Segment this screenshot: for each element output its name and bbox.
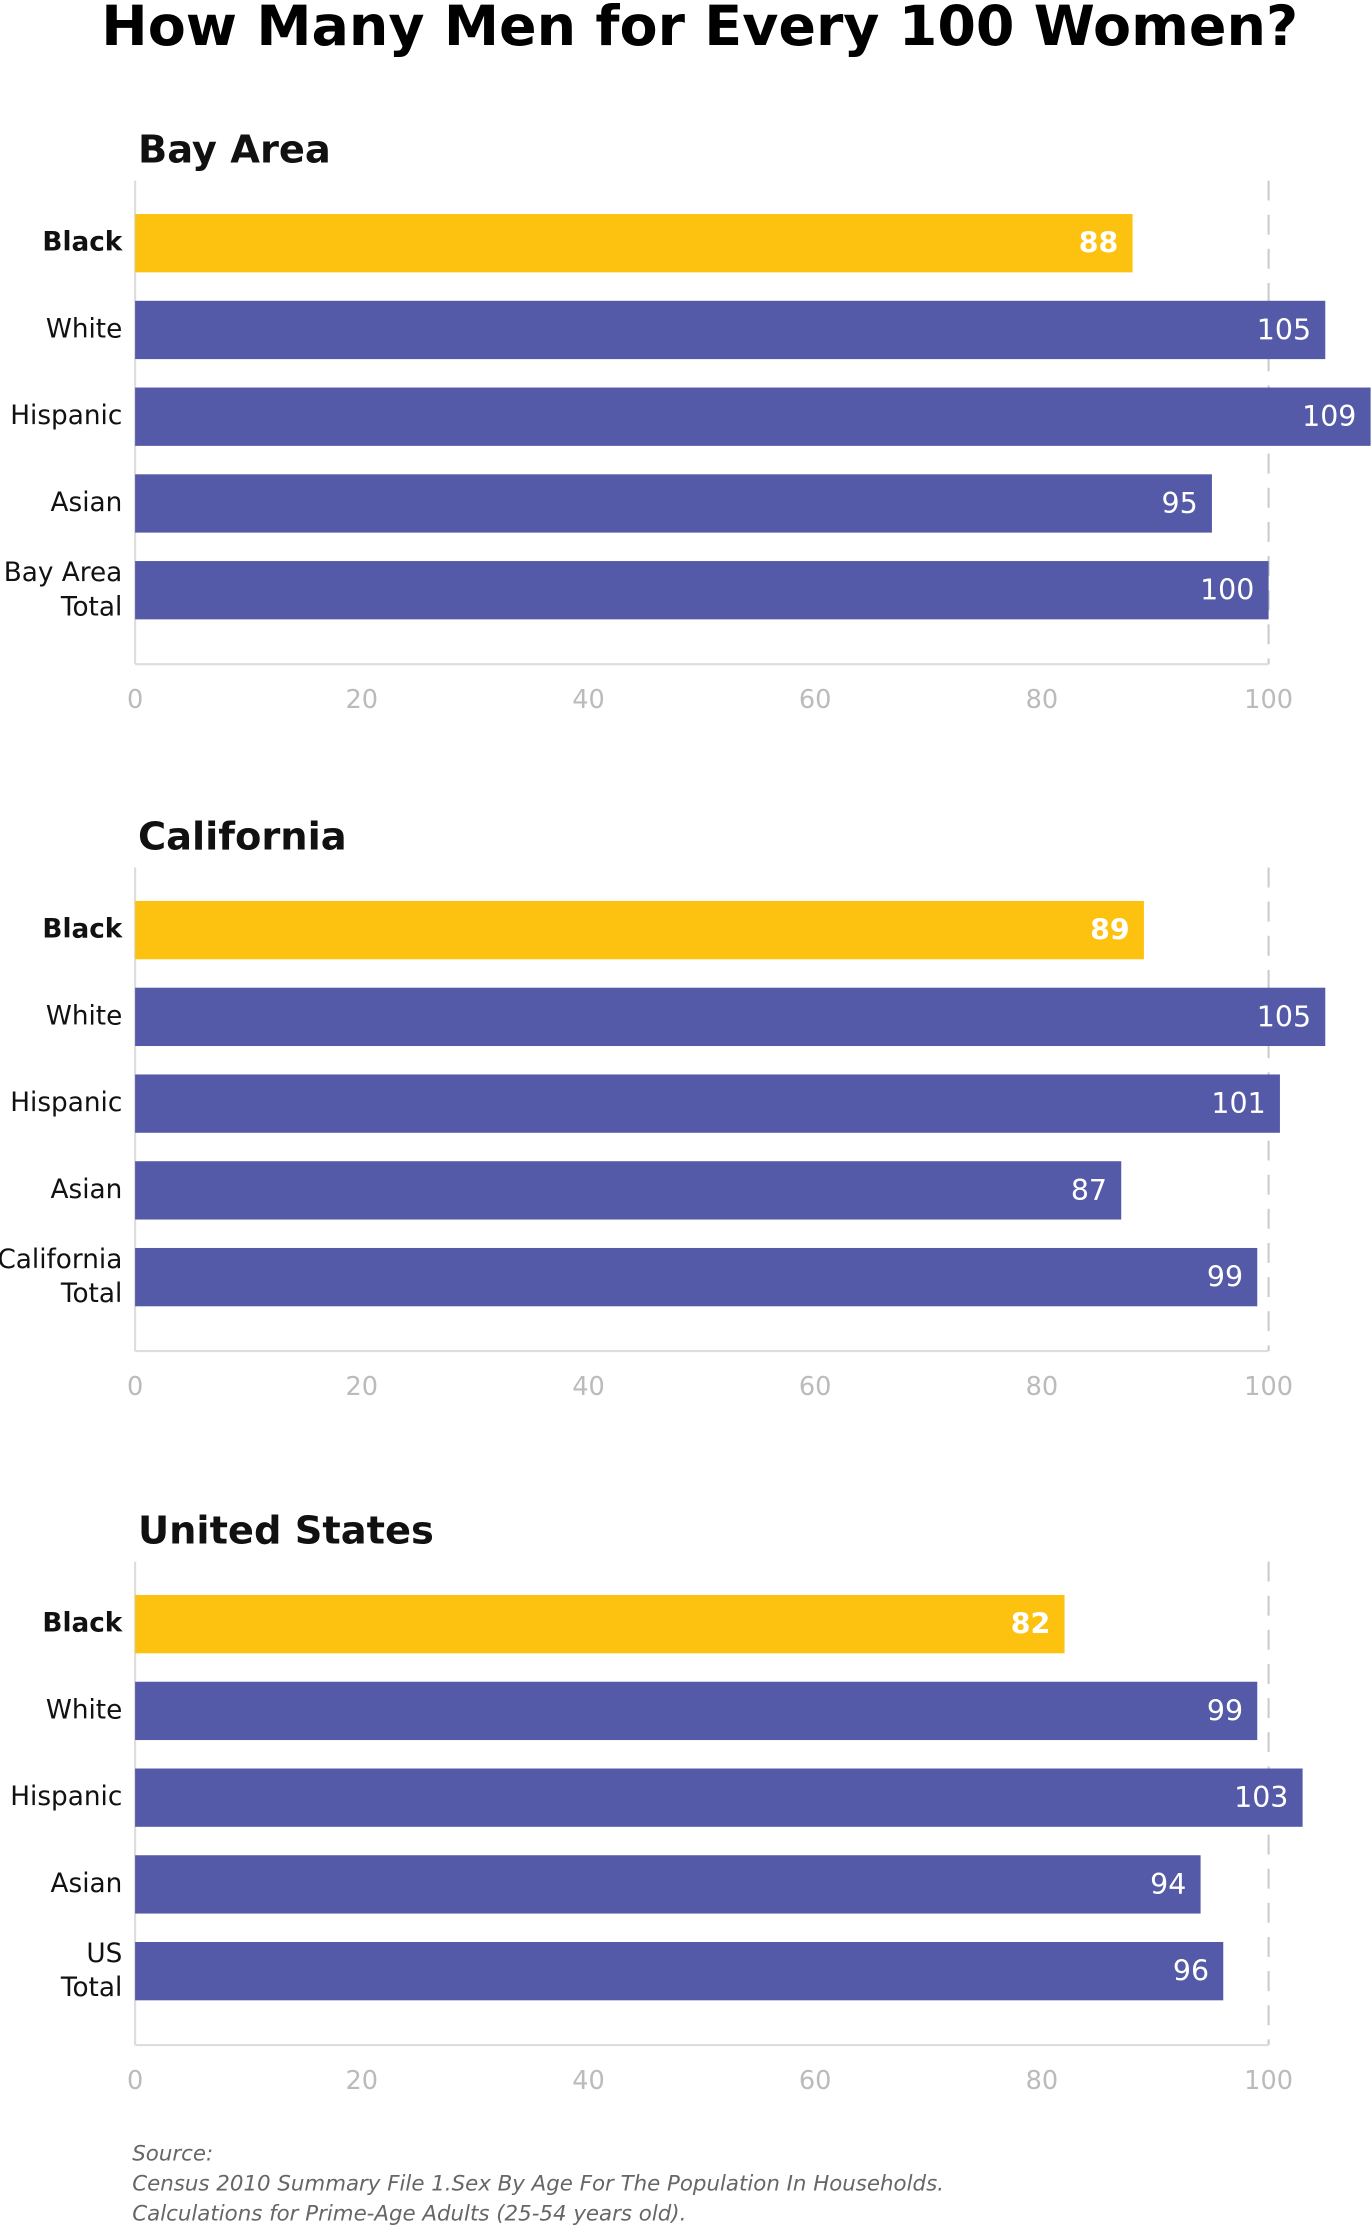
category-label: Black — [42, 1609, 122, 1639]
chart-title: Bay Area — [138, 128, 331, 173]
value-label: 109 — [1302, 400, 1356, 433]
category-label-line: Bay Area — [4, 558, 123, 588]
bar — [135, 900, 1144, 960]
chart-title: California — [138, 815, 347, 860]
category-label: Hispanic — [10, 401, 122, 431]
x-tick-label: 0 — [127, 1372, 143, 1402]
page-title: How Many Men for Every 100 Women? — [101, 0, 1298, 59]
bar — [135, 1768, 1303, 1827]
source-note: Census 2010 Summary File 1.Sex By Age Fo… — [132, 2171, 944, 2196]
x-tick-label: 40 — [572, 2066, 605, 2096]
x-tick-label: 100 — [1244, 1372, 1293, 1402]
bar — [135, 474, 1212, 533]
category-label: White — [46, 1695, 122, 1725]
value-label: 94 — [1150, 1868, 1186, 1901]
x-tick-label: 20 — [346, 1372, 379, 1402]
category-label: Black — [42, 915, 122, 945]
x-tick-label: 40 — [572, 685, 605, 715]
value-label: 105 — [1257, 1000, 1311, 1033]
source-note: Calculations for Prime-Age Adults (25-54… — [132, 2201, 686, 2226]
category-label: Hispanic — [10, 1088, 122, 1118]
value-label: 89 — [1090, 914, 1130, 947]
x-tick-label: 60 — [799, 685, 832, 715]
bar — [135, 1161, 1122, 1220]
x-tick-label: 100 — [1244, 685, 1293, 715]
bar — [135, 1855, 1201, 1914]
value-label: 99 — [1207, 1694, 1243, 1727]
x-tick-label: 80 — [1026, 685, 1059, 715]
value-label: 103 — [1234, 1781, 1288, 1814]
x-tick-label: 0 — [127, 2066, 143, 2096]
bar — [135, 387, 1371, 446]
category-label: Asian — [51, 1175, 123, 1205]
bar — [135, 561, 1269, 620]
value-label: 96 — [1173, 1955, 1209, 1988]
category-label: Asian — [51, 488, 123, 518]
x-tick-label: 80 — [1026, 1372, 1059, 1402]
x-tick-label: 60 — [799, 1372, 832, 1402]
bar — [135, 1074, 1280, 1133]
category-label: Asian — [51, 1869, 123, 1899]
value-label: 87 — [1071, 1174, 1107, 1207]
bar — [135, 1681, 1258, 1741]
bar — [135, 1247, 1258, 1307]
category-label: Bay Area Total — [4, 558, 123, 622]
source-note: Source: — [132, 2142, 213, 2167]
category-label-line: US — [86, 1939, 122, 1969]
bar — [135, 300, 1326, 360]
category-label: Black — [42, 228, 122, 258]
x-tick-label: 100 — [1244, 2066, 1293, 2096]
x-tick-label: 0 — [127, 685, 143, 715]
value-label: 101 — [1211, 1087, 1265, 1120]
category-label: White — [46, 314, 122, 344]
category-label-line: Total — [60, 1279, 122, 1309]
bar — [135, 1594, 1065, 1654]
category-label: California Total — [0, 1245, 122, 1309]
category-label: Hispanic — [10, 1782, 122, 1812]
value-label: 82 — [1011, 1608, 1051, 1641]
value-label: 95 — [1162, 487, 1198, 520]
bar — [135, 1942, 1224, 2001]
category-label: White — [46, 1001, 122, 1031]
x-tick-label: 60 — [799, 2066, 832, 2096]
category-label-line: Total — [60, 592, 122, 622]
value-label: 100 — [1200, 574, 1254, 607]
x-tick-label: 20 — [346, 685, 379, 715]
category-label-line: Total — [60, 1973, 122, 2003]
x-tick-label: 80 — [1026, 2066, 1059, 2096]
category-label-line: California — [0, 1245, 122, 1275]
value-label: 105 — [1257, 313, 1311, 346]
x-tick-label: 20 — [346, 2066, 379, 2096]
bar — [135, 987, 1326, 1047]
x-tick-label: 40 — [572, 1372, 605, 1402]
bar — [135, 214, 1133, 273]
value-label: 88 — [1079, 227, 1119, 260]
value-label: 99 — [1207, 1261, 1243, 1294]
chart-title: United States — [138, 1509, 434, 1554]
category-label: US Total — [60, 1939, 122, 2003]
